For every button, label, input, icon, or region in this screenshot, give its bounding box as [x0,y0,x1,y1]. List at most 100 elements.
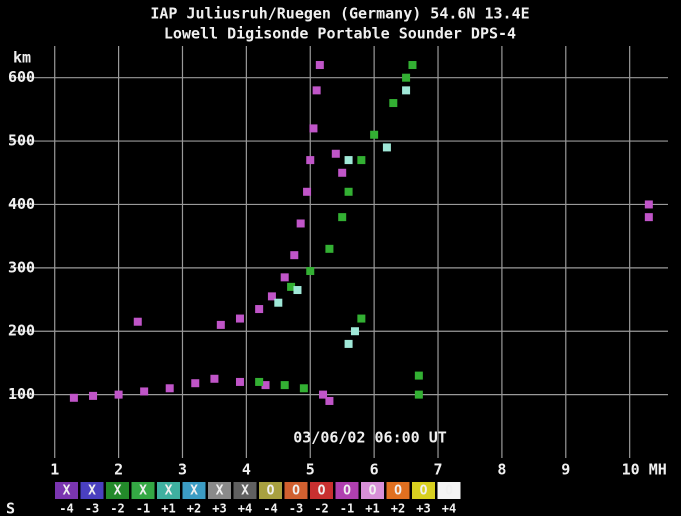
x-tick-label: 9 [561,461,570,479]
trace-point [408,61,417,70]
legend-label: +2 [187,502,201,516]
legend-swatch [157,482,180,499]
trace-point [299,384,308,393]
trace-point [644,200,653,209]
legend-symbol: X [139,484,147,499]
trace-point [325,396,334,405]
legend-symbol: X [63,484,71,499]
y-tick-label: 500 [8,132,35,150]
legend-symbol: O [420,484,428,499]
trace-point [114,390,123,399]
legend-label: -2 [110,502,124,516]
trace-point [89,391,98,400]
legend-symbol: X [241,484,249,499]
trace-point [216,320,225,329]
legend-label: +4 [442,502,456,516]
trace-point [402,86,411,95]
trace-point [357,156,366,165]
y-tick-label: 200 [8,322,35,340]
trace-point [382,143,391,152]
trace-point [414,371,423,380]
x-tick-label: 8 [497,461,506,479]
trace-point [133,317,142,326]
trace-point [325,244,334,253]
trace-point [255,305,264,314]
trace-point [402,73,411,82]
trace-point [235,314,244,323]
trace-point [315,61,324,70]
y-axis-label: km [13,49,31,67]
trace-point [261,381,270,390]
trace-point [274,298,283,307]
legend-symbol: O [292,484,300,499]
trace-point [306,267,315,276]
legend-symbol: X [216,484,224,499]
legend-label: +4 [238,502,252,516]
trace-point [210,374,219,383]
trace-point [235,377,244,386]
legend-symbol: X [88,484,96,499]
trace-point [414,390,423,399]
trace-point [312,86,321,95]
legend-label: -2 [314,502,328,516]
x-tick-label: 10 MH [622,461,667,479]
trace-point [357,314,366,323]
trace-point [255,377,264,386]
legend-label: -3 [289,502,303,516]
trace-point [350,327,359,336]
x-tick-label: 6 [370,461,379,479]
trace-point [389,99,398,108]
trace-point [319,390,328,399]
legend-symbol: X [114,484,122,499]
legend-swatch [335,482,359,499]
trace-point [280,381,289,390]
legend-swatch [131,482,155,499]
trace-point [69,393,78,402]
trace-point [370,130,379,139]
legend-symbol: O [318,484,326,499]
legend-symbol: O [394,484,402,499]
legend-swatch [259,482,282,499]
trace-point [140,387,149,396]
y-tick-label: 400 [8,195,35,213]
legend-swatch [80,482,104,499]
legend-title: S [6,500,15,516]
trace-point [331,149,340,158]
legend-swatch [284,482,308,499]
trace-point [338,168,347,177]
trace-point [290,251,299,260]
legend-swatch [55,482,78,499]
legend-label: +1 [161,502,175,516]
legend-swatch [233,482,257,499]
trace-point [344,339,353,348]
trace-point [165,384,174,393]
legend-swatch [412,482,435,499]
legend-swatch [310,482,333,499]
legend-symbol: X [165,484,173,499]
trace-point [293,286,302,295]
legend-label: -3 [85,502,99,516]
legend-symbol: O [369,484,377,499]
legend-symbol: O [267,484,275,499]
trace-point [309,124,318,133]
chart-title: IAP Juliusruh/Ruegen (Germany) 54.6N 13.… [150,5,529,23]
trace-point [280,273,289,282]
y-tick-label: 100 [8,385,35,403]
legend-swatch [182,482,206,499]
legend-label: -1 [340,502,354,516]
trace-point [338,213,347,222]
trace-point [306,156,315,165]
legend-symbol: X [190,484,198,499]
x-tick-label: 3 [178,461,187,479]
x-tick-label: 2 [114,461,123,479]
trace-point [644,213,653,222]
trace-point [303,187,312,196]
y-tick-label: 300 [8,258,35,276]
legend-label: +3 [416,502,430,516]
legend-label: -1 [136,502,150,516]
annotation: 03/06/02 06:00 UT [293,429,447,447]
legend-swatch [208,482,231,499]
trace-point [191,379,200,388]
trace-point [267,292,276,301]
